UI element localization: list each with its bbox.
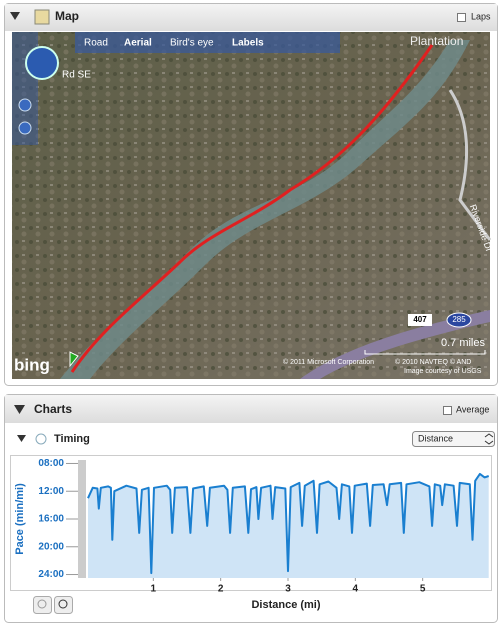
nav-control[interactable] — [25, 46, 59, 80]
map[interactable]: Road Aerial Bird's eye Labels Plantation… — [12, 32, 494, 379]
zoom-out-button[interactable] — [54, 596, 73, 614]
copyright: © 2011 Microsoft Corporation — [283, 358, 374, 366]
zoom-icon — [58, 599, 68, 609]
section-title: Timing — [54, 433, 90, 445]
zoom-in[interactable] — [18, 98, 32, 112]
x-tick-label: 4 — [353, 584, 359, 595]
highway — [300, 310, 490, 379]
x-axis-label: Distance (mi) — [251, 599, 320, 611]
line — [87, 472, 490, 575]
route — [70, 44, 434, 373]
river — [60, 40, 470, 379]
map-type[interactable]: Road — [84, 38, 108, 49]
x-tick-label: 3 — [285, 584, 291, 595]
scale-label: 0.7 miles — [441, 337, 486, 349]
shield-label: 407 — [413, 315, 427, 324]
laps-checkbox[interactable] — [457, 13, 466, 22]
map-toolbar — [75, 32, 340, 53]
x-tick-label: 5 — [420, 584, 426, 595]
map-title: Map — [55, 9, 79, 23]
map-type[interactable]: Bird's eye — [170, 38, 214, 49]
dropdown[interactable] — [412, 431, 495, 447]
bing-logo: bing — [14, 355, 50, 374]
charts-title: Charts — [34, 402, 72, 416]
place-label: Rd SE — [62, 70, 91, 81]
road — [448, 89, 492, 241]
dropdown-arrow — [484, 433, 494, 445]
shield — [446, 312, 472, 328]
map-icon — [34, 9, 50, 25]
scale-bar — [364, 350, 486, 355]
dropdown-label: Distance — [418, 433, 453, 443]
y-tick-label: 24:00 — [38, 569, 64, 580]
map-type[interactable]: Aerial — [124, 38, 152, 49]
zoom-icon — [37, 599, 47, 609]
average-label: Average — [456, 404, 489, 414]
y-tick-label: 20:00 — [38, 541, 64, 552]
x-tick-label: 2 — [218, 584, 224, 595]
x-tick-label: 1 — [151, 584, 157, 595]
shield — [408, 314, 432, 326]
collapse-arrow[interactable] — [14, 405, 25, 414]
laps-label: Laps — [471, 11, 491, 21]
copyright: Image courtesy of USGS — [404, 368, 482, 375]
y-tick-label: 12:00 — [38, 486, 64, 497]
plot: 08:00 12:00 16:00 20:00 24:00 1 2 3 4 5 — [38, 458, 490, 595]
collapse-arrow[interactable] — [17, 435, 26, 442]
y-tick-label: 08:00 — [38, 458, 64, 469]
start-marker — [69, 351, 79, 368]
axis-stripe — [78, 460, 86, 578]
y-axis-label: Pace (min/mi) — [14, 483, 26, 555]
shield-label: 285 — [452, 315, 466, 324]
zoom-out[interactable] — [18, 121, 32, 135]
place-label: Plantation — [410, 34, 463, 48]
y-tick-label: 16:00 — [38, 514, 64, 525]
average-checkbox[interactable] — [443, 406, 452, 415]
copyright: © 2010 NAVTEQ © AND — [395, 358, 471, 366]
clock-icon — [35, 433, 47, 445]
map-type[interactable]: Labels — [232, 38, 264, 49]
map-header — [5, 4, 497, 31]
charts-header — [5, 395, 497, 423]
zoom-in-button[interactable] — [33, 596, 52, 614]
collapse-arrow[interactable] — [10, 12, 20, 20]
